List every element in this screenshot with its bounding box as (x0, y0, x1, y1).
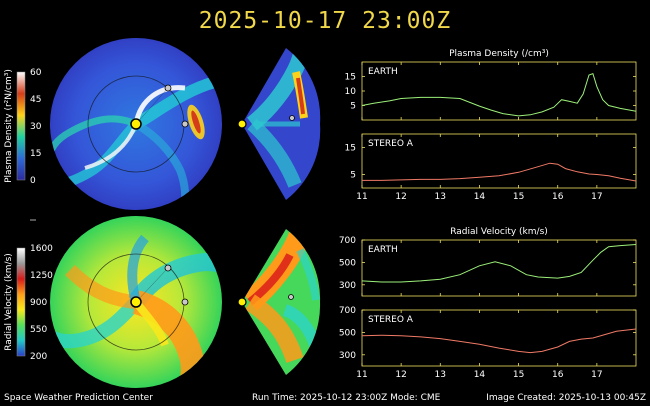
y-tick-label: 500 (339, 328, 356, 338)
colorbar-tick-label: 1250 (30, 271, 53, 281)
stereo-a-marker-velocity (164, 264, 172, 272)
earth-marker-velocity (181, 298, 189, 306)
panel-label: STEREO A (368, 315, 414, 325)
colorbar-tick-label: 45 (30, 95, 41, 105)
panel-frame (361, 133, 637, 189)
panel-label: EARTH (368, 245, 398, 255)
panel-frame (361, 239, 637, 297)
y-tick-label: 15 (345, 144, 356, 154)
y-tick-label: 10 (345, 87, 357, 97)
sun-marker-density (130, 118, 142, 130)
stereo-a-marker-density (164, 84, 172, 92)
density-meridional-wedge (237, 48, 321, 200)
chart-panel: 5 15 STEREO A 11 12 13 14 15 16 17 (345, 133, 637, 202)
colorbar-tick-label: 15 (30, 149, 41, 159)
series-line (361, 72, 637, 117)
y-tick-label: 300 (339, 281, 356, 291)
x-tick-label: 17 (591, 370, 602, 380)
footer-run-info: Run Time: 2025-10-12 23:00Z Mode: CME (252, 393, 441, 403)
y-tick-label: 5 (350, 102, 356, 112)
panel-label: EARTH (368, 67, 398, 77)
y-tick-label: 700 (339, 236, 356, 246)
x-tick-label: 11 (356, 370, 367, 380)
sun-marker-velocity (130, 296, 142, 308)
y-tick-label: 700 (339, 306, 356, 316)
velocity-colorbar-label: Radial Velocity (km/s) (4, 253, 14, 351)
colorbar-tick-label: 550 (30, 325, 47, 335)
chart-panel: 5 10 15 EARTH (345, 61, 637, 121)
panel-label: STEREO A (368, 139, 414, 149)
y-tick-label: 5 (350, 171, 356, 181)
density-colorbar-label: Plasma Density (r²N/cm³) (4, 69, 14, 183)
density-ecliptic-disk (50, 38, 222, 210)
velocity-colorbar: Radial Velocity (km/s) 1600 1250 900 550 200 (4, 244, 53, 362)
chart-panel: 300 500 700 STEREO A 11 12 13 14 15 16 17 (339, 306, 637, 380)
density-colorbar: Plasma Density (r²N/cm³) 60 45 30 15 0 (4, 68, 42, 186)
panel-frame (361, 61, 637, 121)
x-tick-label: 13 (435, 370, 446, 380)
chart-group: Radial Velocity (km/s) 300 500 700 EARTH 300 5… (339, 227, 637, 380)
y-tick-label: 15 (345, 73, 356, 83)
x-tick-label: 13 (435, 192, 446, 202)
x-tick-label: 16 (552, 370, 564, 380)
colorbar-tick-label: 0 (30, 176, 36, 186)
chart-panel: 300 500 700 EARTH (339, 236, 637, 297)
footer-image-created: Image Created: 2025-10-13 00:45Z (486, 393, 646, 403)
x-tick-label: 14 (474, 370, 486, 380)
y-tick-label: 300 (339, 351, 356, 361)
x-tick-label: 17 (591, 192, 602, 202)
colorbar-tick-label: 30 (30, 122, 42, 132)
x-tick-label: 14 (474, 192, 486, 202)
velocity-ecliptic-disk (50, 216, 222, 388)
y-tick-label: 500 (339, 258, 356, 268)
timeseries-charts: Plasma Density (/cm³) 5 10 15 EARTH 5 15 STEREO… (339, 49, 637, 380)
chart-title: Radial Velocity (km/s) (450, 227, 548, 237)
chart-group: Plasma Density (/cm³) 5 10 15 EARTH 5 15 STEREO… (345, 49, 637, 202)
x-tick-label: 15 (513, 192, 524, 202)
earth-marker-density (181, 120, 189, 128)
series-line (361, 244, 637, 283)
colorbar-tick-label: 60 (30, 68, 42, 78)
x-tick-label: 11 (356, 192, 367, 202)
x-tick-label: 12 (395, 192, 406, 202)
velocity-meridional-wedge (237, 229, 321, 375)
forecast-timestamp-title: 2025-10-17 23:00Z (198, 8, 452, 34)
series-line (361, 328, 637, 354)
x-tick-label: 16 (552, 192, 564, 202)
colorbar-tick-label: 200 (30, 352, 47, 362)
footer-organization: Space Weather Prediction Center (4, 393, 153, 403)
x-tick-label: 15 (513, 370, 524, 380)
colorbar-tick-label: 1600 (30, 244, 53, 254)
colorbar-tick-label: 900 (30, 298, 47, 308)
series-line (362, 162, 637, 182)
x-tick-label: 12 (395, 370, 406, 380)
chart-title: Plasma Density (/cm³) (449, 49, 549, 59)
